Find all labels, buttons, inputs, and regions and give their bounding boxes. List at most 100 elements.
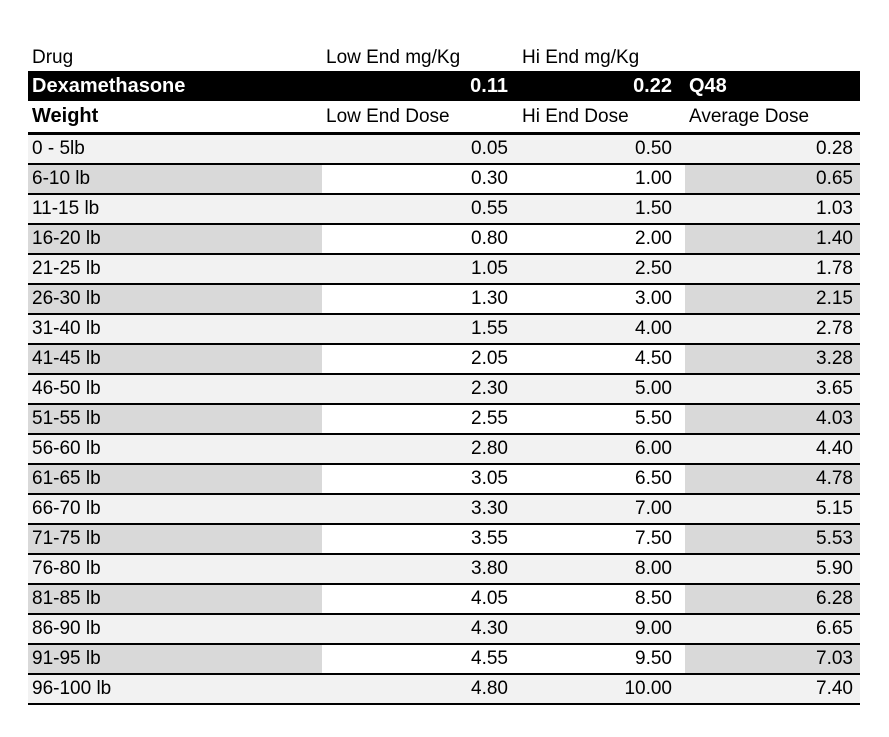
weight-cell: 76-80 lb xyxy=(32,558,101,579)
hi-end-dose-cell: 0.50 xyxy=(635,138,672,159)
column-header-row: Drug Low End mg/Kg Hi End mg/Kg xyxy=(28,44,860,71)
weight-cell: 81-85 lb xyxy=(28,585,322,613)
dose-row: 66-70 lb 3.30 7.00 5.15 xyxy=(28,495,860,525)
average-dose-cell: 5.90 xyxy=(816,558,853,579)
weight-cell: 51-55 lb xyxy=(28,405,322,433)
low-end-dose-cell: 0.55 xyxy=(471,198,508,219)
average-dose-cell: 3.65 xyxy=(816,378,853,399)
weight-cell: 46-50 lb xyxy=(32,378,101,399)
weight-cell: 31-40 lb xyxy=(32,318,101,339)
dose-row: 46-50 lb 2.30 5.00 3.65 xyxy=(28,375,860,405)
average-dose-cell: 3.28 xyxy=(685,345,860,373)
dose-header-row: Weight Low End Dose Hi End Dose Average … xyxy=(28,101,860,135)
average-dose-cell: 7.03 xyxy=(685,645,860,673)
hi-end-dose-cell: 1.00 xyxy=(518,165,685,193)
hi-end-dose-cell: 5.50 xyxy=(518,405,685,433)
hi-end-dose-cell: 7.50 xyxy=(518,525,685,553)
low-end-dose-cell: 1.55 xyxy=(471,318,508,339)
dose-row: 21-25 lb 1.05 2.50 1.78 xyxy=(28,255,860,285)
dose-row: 96-100 lb 4.80 10.00 7.40 xyxy=(28,675,860,705)
drug-frequency-cell: Q48 xyxy=(689,75,727,97)
weight-cell: 61-65 lb xyxy=(28,465,322,493)
dose-row: 91-95 lb 4.55 9.50 7.03 xyxy=(28,645,860,675)
low-end-dose-cell: 2.55 xyxy=(322,405,518,433)
weight-cell: 56-60 lb xyxy=(32,438,101,459)
dose-row: 31-40 lb 1.55 4.00 2.78 xyxy=(28,315,860,345)
empty-column-header xyxy=(685,44,860,71)
low-end-dose-cell: 4.55 xyxy=(322,645,518,673)
hi-end-dose-cell: 6.50 xyxy=(518,465,685,493)
low-end-dose-cell: 3.30 xyxy=(471,498,508,519)
dosing-table: Drug Low End mg/Kg Hi End mg/Kg Dexameth… xyxy=(28,44,860,705)
average-dose-cell: 1.78 xyxy=(816,258,853,279)
low-end-dose-column-header: Low End Dose xyxy=(326,106,450,127)
low-end-dose-cell: 0.80 xyxy=(322,225,518,253)
hi-end-dose-cell: 4.00 xyxy=(635,318,672,339)
average-dose-cell: 4.78 xyxy=(685,465,860,493)
dose-row: 0 - 5lb 0.05 0.50 0.28 xyxy=(28,135,860,165)
dose-row: 41-45 lb 2.05 4.50 3.28 xyxy=(28,345,860,375)
drug-highlight-row: Dexamethasone 0.11 0.22 Q48 xyxy=(28,71,860,101)
dose-row: 81-85 lb 4.05 8.50 6.28 xyxy=(28,585,860,615)
weight-cell: 26-30 lb xyxy=(28,285,322,313)
low-end-dose-cell: 4.80 xyxy=(471,678,508,699)
drug-column-header: Drug xyxy=(32,47,74,68)
weight-cell: 41-45 lb xyxy=(28,345,322,373)
dose-table-body: 0 - 5lb 0.05 0.50 0.28 6-10 lb 0.30 1.00… xyxy=(28,135,860,705)
weight-cell: 66-70 lb xyxy=(32,498,101,519)
hi-end-dose-cell: 2.00 xyxy=(518,225,685,253)
low-end-dose-cell: 2.05 xyxy=(322,345,518,373)
low-end-dose-cell: 2.80 xyxy=(471,438,508,459)
low-end-dose-cell: 1.05 xyxy=(471,258,508,279)
hi-end-dose-cell: 7.00 xyxy=(635,498,672,519)
low-end-dose-cell: 3.80 xyxy=(471,558,508,579)
average-dose-cell: 5.53 xyxy=(685,525,860,553)
dose-row: 16-20 lb 0.80 2.00 1.40 xyxy=(28,225,860,255)
weight-cell: 11-15 lb xyxy=(32,198,100,219)
hi-end-dose-cell: 1.50 xyxy=(635,198,672,219)
hi-end-dose-cell: 9.50 xyxy=(518,645,685,673)
average-dose-cell: 0.65 xyxy=(685,165,860,193)
low-end-dose-cell: 2.30 xyxy=(471,378,508,399)
average-dose-cell: 4.03 xyxy=(685,405,860,433)
weight-cell: 0 - 5lb xyxy=(32,138,85,159)
low-end-dose-cell: 3.05 xyxy=(322,465,518,493)
average-dose-cell: 6.65 xyxy=(816,618,853,639)
low-end-dose-cell: 0.30 xyxy=(322,165,518,193)
weight-column-header: Weight xyxy=(32,105,99,127)
average-dose-cell: 0.28 xyxy=(816,138,853,159)
average-dose-cell: 4.40 xyxy=(816,438,853,459)
average-dose-column-header: Average Dose xyxy=(689,106,810,127)
average-dose-cell: 2.15 xyxy=(685,285,860,313)
hi-end-dose-cell: 8.50 xyxy=(518,585,685,613)
hi-end-dose-cell: 10.00 xyxy=(624,678,672,699)
average-dose-cell: 6.28 xyxy=(685,585,860,613)
hi-end-dose-cell: 9.00 xyxy=(635,618,672,639)
hi-end-dose-cell: 3.00 xyxy=(518,285,685,313)
low-end-dose-cell: 1.30 xyxy=(322,285,518,313)
dose-row: 11-15 lb 0.55 1.50 1.03 xyxy=(28,195,860,225)
weight-cell: 16-20 lb xyxy=(28,225,322,253)
dose-row: 6-10 lb 0.30 1.00 0.65 xyxy=(28,165,860,195)
average-dose-cell: 5.15 xyxy=(816,498,853,519)
weight-cell: 96-100 lb xyxy=(32,678,112,699)
weight-cell: 71-75 lb xyxy=(28,525,322,553)
average-dose-cell: 1.03 xyxy=(816,198,853,219)
dose-row: 51-55 lb 2.55 5.50 4.03 xyxy=(28,405,860,435)
weight-cell: 21-25 lb xyxy=(32,258,101,279)
low-end-dose-cell: 3.55 xyxy=(322,525,518,553)
dose-row: 26-30 lb 1.30 3.00 2.15 xyxy=(28,285,860,315)
dose-row: 86-90 lb 4.30 9.00 6.65 xyxy=(28,615,860,645)
average-dose-cell: 1.40 xyxy=(685,225,860,253)
hi-end-mgkg-column-header: Hi End mg/Kg xyxy=(522,47,640,68)
weight-cell: 6-10 lb xyxy=(28,165,322,193)
drug-name-cell: Dexamethasone xyxy=(32,75,186,97)
low-end-dose-cell: 4.05 xyxy=(322,585,518,613)
low-end-dose-cell: 0.05 xyxy=(471,138,508,159)
weight-cell: 91-95 lb xyxy=(28,645,322,673)
hi-end-dose-cell: 8.00 xyxy=(635,558,672,579)
dose-row: 56-60 lb 2.80 6.00 4.40 xyxy=(28,435,860,465)
hi-end-dose-cell: 4.50 xyxy=(518,345,685,373)
weight-cell: 86-90 lb xyxy=(32,618,101,639)
low-end-dose-cell: 4.30 xyxy=(471,618,508,639)
